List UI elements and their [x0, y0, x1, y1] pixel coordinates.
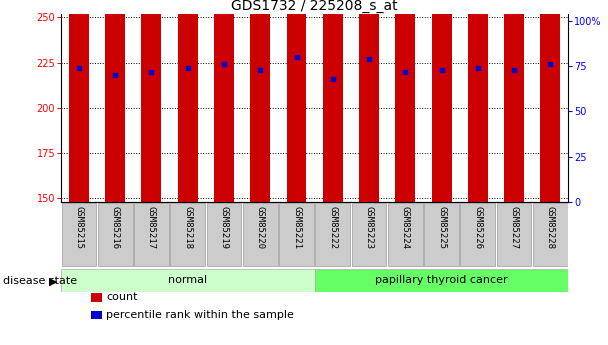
- Text: GSM85215: GSM85215: [74, 206, 83, 249]
- Point: [510, 67, 519, 72]
- Bar: [315, 269, 568, 292]
- Bar: [98, 203, 133, 266]
- Bar: [424, 203, 459, 266]
- Bar: [316, 203, 350, 266]
- Bar: [286, 0, 306, 202]
- Point: [74, 65, 84, 71]
- Text: percentile rank within the sample: percentile rank within the sample: [106, 310, 294, 319]
- Bar: [214, 0, 234, 202]
- Text: GSM85228: GSM85228: [546, 206, 555, 249]
- Text: GSM85221: GSM85221: [292, 206, 301, 249]
- Point: [147, 69, 156, 75]
- Bar: [533, 203, 568, 266]
- Text: GSM85223: GSM85223: [365, 206, 373, 249]
- Bar: [359, 0, 379, 202]
- Text: GSM85227: GSM85227: [510, 206, 519, 249]
- Text: GSM85226: GSM85226: [473, 206, 482, 249]
- Text: disease state: disease state: [3, 276, 77, 286]
- Point: [473, 65, 483, 71]
- Title: GDS1732 / 225208_s_at: GDS1732 / 225208_s_at: [231, 0, 398, 13]
- Text: GSM85225: GSM85225: [437, 206, 446, 249]
- Bar: [105, 0, 125, 202]
- Point: [183, 65, 193, 71]
- Text: GSM85219: GSM85219: [219, 206, 229, 249]
- Text: papillary thyroid cancer: papillary thyroid cancer: [375, 275, 508, 285]
- Point: [401, 69, 410, 75]
- Bar: [279, 203, 314, 266]
- Bar: [61, 203, 96, 266]
- Text: GSM85224: GSM85224: [401, 206, 410, 249]
- Point: [364, 56, 374, 62]
- Text: GSM85217: GSM85217: [147, 206, 156, 249]
- Bar: [61, 269, 315, 292]
- Bar: [497, 203, 531, 266]
- Bar: [170, 203, 205, 266]
- Point: [219, 62, 229, 67]
- Point: [255, 67, 265, 72]
- Bar: [207, 203, 241, 266]
- Bar: [351, 203, 387, 266]
- Bar: [142, 0, 162, 202]
- Point: [545, 62, 555, 67]
- Bar: [460, 203, 496, 266]
- Text: GSM85216: GSM85216: [111, 206, 120, 249]
- Bar: [250, 0, 270, 202]
- Bar: [432, 0, 452, 202]
- Bar: [323, 0, 343, 202]
- Text: GSM85222: GSM85222: [328, 206, 337, 249]
- Bar: [388, 203, 423, 266]
- Point: [292, 55, 302, 60]
- Point: [110, 72, 120, 78]
- Point: [437, 67, 446, 72]
- Text: GSM85218: GSM85218: [183, 206, 192, 249]
- Text: ▶: ▶: [49, 276, 58, 286]
- Bar: [69, 0, 89, 202]
- Bar: [178, 0, 198, 202]
- Bar: [468, 0, 488, 202]
- Bar: [504, 0, 524, 202]
- Bar: [134, 203, 169, 266]
- Bar: [541, 0, 561, 202]
- Text: normal: normal: [168, 275, 207, 285]
- Bar: [243, 203, 278, 266]
- Point: [328, 76, 337, 82]
- Text: count: count: [106, 293, 138, 302]
- Text: GSM85220: GSM85220: [256, 206, 264, 249]
- Bar: [395, 0, 415, 202]
